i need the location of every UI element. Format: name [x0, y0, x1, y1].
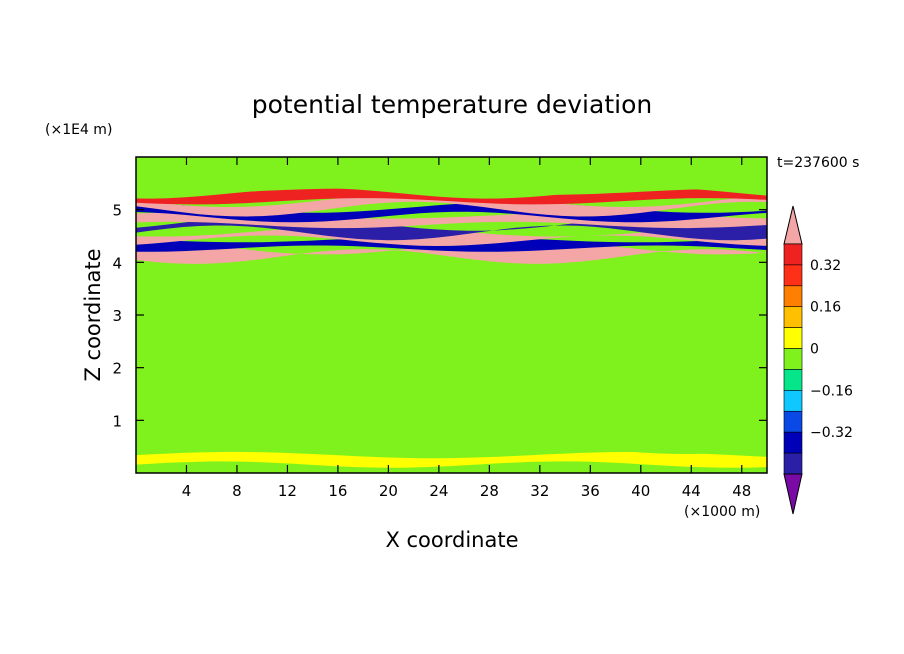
colorbar-segment — [783, 452, 803, 475]
x-tick-label: 32 — [530, 482, 549, 500]
x-axis-label: X coordinate — [385, 528, 518, 552]
colorbar-segment — [783, 431, 803, 454]
contour-band — [136, 281, 767, 306]
contour-band — [136, 373, 767, 394]
y-unit-label: (×1E4 m) — [45, 122, 112, 138]
colorbar-label: 0 — [810, 342, 819, 358]
colorbar-label: −0.32 — [810, 425, 853, 441]
colorbar-segment — [783, 285, 803, 308]
y-axis-label: Z coordinate — [81, 248, 105, 381]
y-tick-label: 3 — [112, 307, 122, 325]
y-tick-label: 1 — [112, 412, 122, 430]
contour-band — [136, 310, 767, 331]
contour-band — [136, 347, 767, 372]
contour-band — [136, 396, 767, 413]
colorbar-segment — [783, 369, 803, 391]
x-tick-label: 20 — [379, 482, 398, 500]
y-tick-label: 2 — [112, 360, 122, 378]
colorbar-segment — [783, 390, 803, 412]
colorbar-segment — [783, 243, 803, 266]
x-axis: 4 8 12 16 20 24 28 32 36 40 44 48 — [182, 157, 751, 500]
x-tick-label: 16 — [328, 482, 347, 500]
colorbar-segment — [783, 327, 803, 349]
colorbar-segment — [783, 410, 803, 433]
x-tick-label: 4 — [182, 482, 192, 500]
colorbar-label: 0.32 — [810, 258, 841, 274]
y-tick-label: 4 — [112, 254, 122, 272]
contour-band — [136, 333, 767, 350]
x-tick-label: 8 — [232, 482, 242, 500]
contour-band — [136, 416, 767, 441]
colorbar-segment — [783, 348, 803, 370]
x-tick-label: 44 — [682, 482, 701, 500]
colorbar-top-arrow — [783, 205, 803, 245]
chart-title: potential temperature deviation — [252, 90, 652, 119]
x-tick-label: 40 — [631, 482, 650, 500]
x-tick-label: 48 — [732, 482, 751, 500]
colorbar: 0.32 0.16 0 −0.16 −0.32 — [783, 205, 853, 515]
contour-band — [136, 178, 767, 199]
y-axis: 1 2 3 4 5 — [112, 202, 767, 430]
y-tick-label: 5 — [112, 202, 122, 220]
colorbar-bottom-arrow — [783, 473, 803, 515]
colorbar-label: 0.16 — [810, 300, 841, 316]
x-unit-label: (×1000 m) — [684, 504, 760, 520]
x-tick-label: 12 — [278, 482, 297, 500]
colorbar-segment — [783, 306, 803, 328]
contour-band — [136, 451, 767, 468]
x-tick-label: 24 — [429, 482, 448, 500]
contour-band — [136, 202, 767, 223]
x-tick-label: 28 — [480, 482, 499, 500]
colorbar-label: −0.16 — [810, 383, 853, 399]
contour-band — [136, 192, 767, 217]
colorbar-segment — [783, 264, 803, 287]
plot-area — [136, 157, 767, 473]
time-label: t=237600 s — [777, 155, 859, 171]
x-tick-label: 36 — [581, 482, 600, 500]
